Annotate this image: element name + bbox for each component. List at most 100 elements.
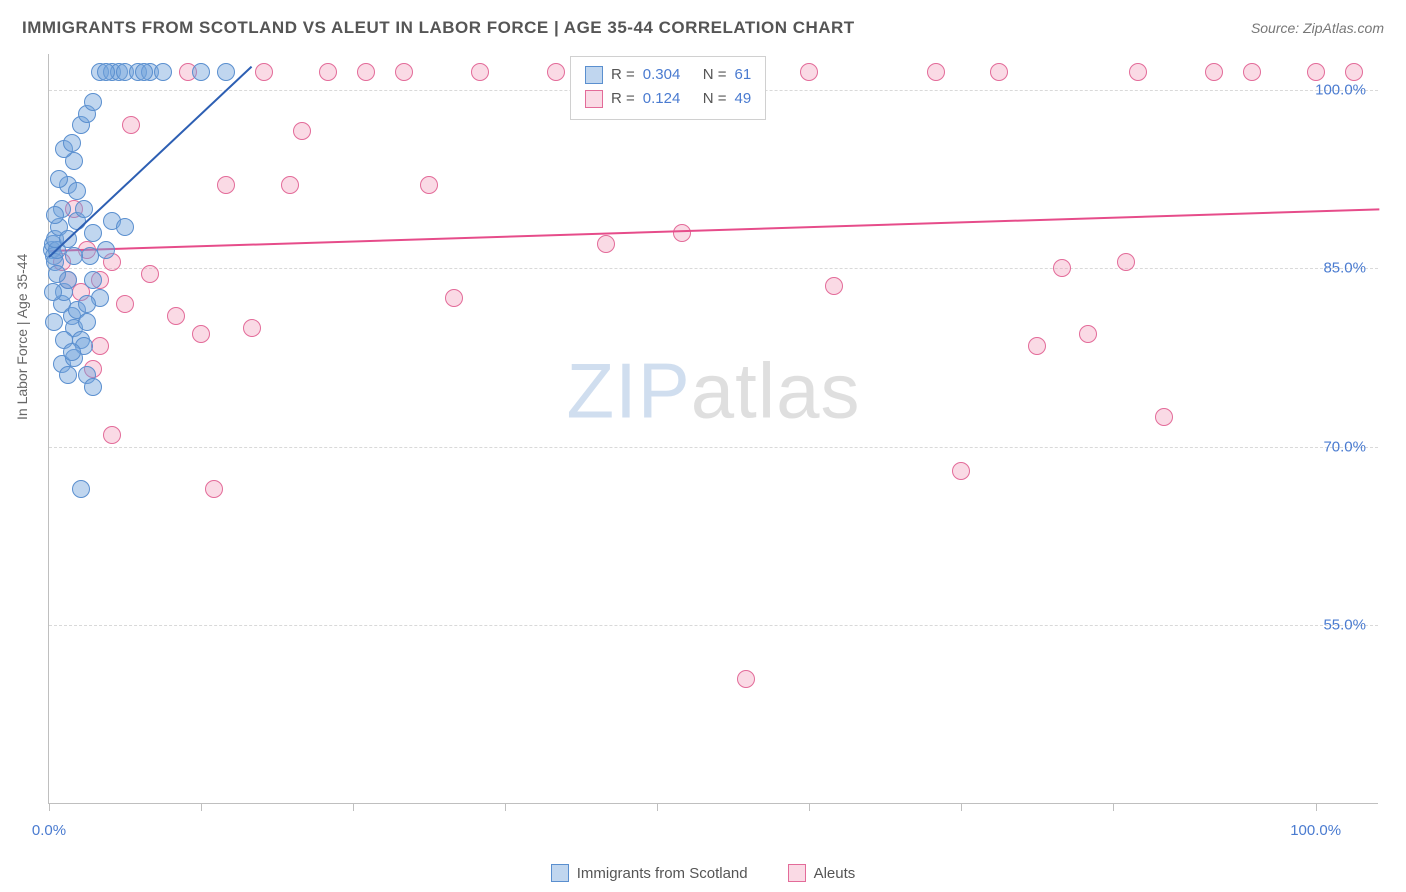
x-tick — [961, 803, 962, 811]
blue-point — [78, 295, 96, 313]
x-tick — [657, 803, 658, 811]
pink-point — [319, 63, 337, 81]
blue-point — [84, 93, 102, 111]
n-label: N = — [703, 87, 727, 111]
pink-point — [395, 63, 413, 81]
n-value-blue: 61 — [735, 63, 752, 87]
pink-point — [281, 176, 299, 194]
pink-point — [1345, 63, 1363, 81]
pink-point — [1053, 259, 1071, 277]
legend-row-pink: R = 0.124 N = 49 — [585, 87, 751, 111]
x-tick-label: 0.0% — [32, 822, 66, 839]
x-tick — [809, 803, 810, 811]
blue-point — [63, 343, 81, 361]
pink-point — [1243, 63, 1261, 81]
watermark-atlas: atlas — [691, 347, 861, 435]
pink-point — [597, 235, 615, 253]
chart-header: IMMIGRANTS FROM SCOTLAND VS ALEUT IN LAB… — [22, 18, 1384, 38]
pink-point — [141, 265, 159, 283]
swatch-blue — [551, 864, 569, 882]
blue-point — [84, 378, 102, 396]
pink-point — [192, 325, 210, 343]
pink-point — [167, 307, 185, 325]
blue-point — [97, 241, 115, 259]
x-tick — [49, 803, 50, 811]
blue-point — [59, 366, 77, 384]
watermark: ZIPatlas — [566, 346, 860, 437]
y-axis-label: In Labor Force | Age 35-44 — [14, 254, 30, 420]
n-value-pink: 49 — [735, 87, 752, 111]
x-tick-label: 100.0% — [1290, 822, 1341, 839]
blue-point — [154, 63, 172, 81]
n-label: N = — [703, 63, 727, 87]
blue-point — [84, 224, 102, 242]
blue-point — [45, 313, 63, 331]
pink-point — [103, 426, 121, 444]
y-tick-label: 100.0% — [1315, 81, 1366, 98]
y-tick-label: 70.0% — [1323, 438, 1366, 455]
pink-point — [1155, 408, 1173, 426]
pink-point — [217, 176, 235, 194]
r-value-blue: 0.304 — [643, 63, 695, 87]
y-tick-label: 55.0% — [1323, 617, 1366, 634]
series-legend: Immigrants from Scotland Aleuts — [0, 864, 1406, 882]
pink-point — [927, 63, 945, 81]
legend-label-pink: Aleuts — [814, 865, 856, 882]
watermark-zip: ZIP — [566, 347, 690, 435]
pink-point — [673, 224, 691, 242]
blue-point — [192, 63, 210, 81]
x-tick — [1113, 803, 1114, 811]
legend-item-pink: Aleuts — [788, 864, 856, 882]
source-attribution: Source: ZipAtlas.com — [1251, 20, 1384, 36]
pink-point — [471, 63, 489, 81]
gridline — [49, 625, 1378, 626]
pink-point — [122, 116, 140, 134]
r-label: R = — [611, 87, 635, 111]
correlation-legend: R = 0.304 N = 61 R = 0.124 N = 49 — [570, 56, 766, 120]
pink-point — [1205, 63, 1223, 81]
x-tick — [353, 803, 354, 811]
y-tick-label: 85.0% — [1323, 260, 1366, 277]
blue-point — [50, 170, 68, 188]
pink-point — [952, 462, 970, 480]
blue-point — [44, 283, 62, 301]
gridline — [49, 268, 1378, 269]
blue-point — [68, 182, 86, 200]
pink-point — [990, 63, 1008, 81]
blue-point — [97, 63, 115, 81]
gridline — [49, 447, 1378, 448]
pink-point — [737, 670, 755, 688]
pink-point — [1028, 337, 1046, 355]
swatch-pink — [788, 864, 806, 882]
pink-point — [243, 319, 261, 337]
pink-point — [420, 176, 438, 194]
blue-point — [135, 63, 153, 81]
blue-point — [78, 313, 96, 331]
blue-point — [63, 134, 81, 152]
x-tick — [201, 803, 202, 811]
legend-label-blue: Immigrants from Scotland — [577, 865, 748, 882]
pink-point — [1079, 325, 1097, 343]
pink-point — [800, 63, 818, 81]
pink-trendline — [49, 209, 1379, 253]
pink-point — [357, 63, 375, 81]
blue-point — [116, 218, 134, 236]
pink-point — [205, 480, 223, 498]
r-value-pink: 0.124 — [643, 87, 695, 111]
blue-point — [217, 63, 235, 81]
r-label: R = — [611, 63, 635, 87]
blue-point — [48, 265, 66, 283]
swatch-pink — [585, 90, 603, 108]
pink-point — [1117, 253, 1135, 271]
blue-point — [72, 480, 90, 498]
pink-point — [116, 295, 134, 313]
pink-point — [1129, 63, 1147, 81]
pink-point — [825, 277, 843, 295]
blue-point — [65, 247, 83, 265]
plot-area: ZIPatlas 55.0%70.0%85.0%100.0%0.0%100.0% — [48, 54, 1378, 804]
legend-item-blue: Immigrants from Scotland — [551, 864, 748, 882]
swatch-blue — [585, 66, 603, 84]
pink-point — [547, 63, 565, 81]
pink-point — [445, 289, 463, 307]
x-tick — [1316, 803, 1317, 811]
